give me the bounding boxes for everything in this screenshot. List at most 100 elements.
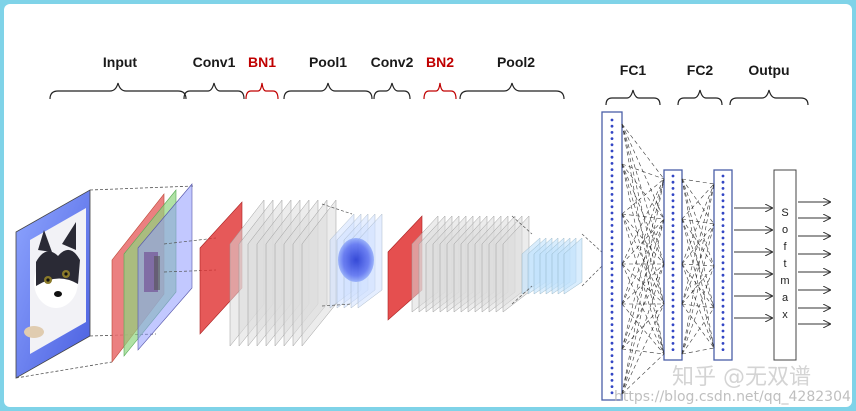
- softmax-letter: o: [782, 224, 788, 236]
- neuron-dot: [721, 304, 725, 308]
- label-pool2: Pool2: [497, 54, 535, 70]
- neuron-dot: [721, 193, 725, 197]
- softmax-letter: t: [783, 258, 786, 270]
- neuron-dot: [610, 354, 614, 357]
- fc-connection: [621, 178, 665, 350]
- fc-connection: [681, 265, 715, 355]
- neuron-dot: [721, 230, 725, 234]
- softmax-letter: m: [780, 275, 789, 287]
- neuron-dot: [721, 298, 725, 302]
- neuron-dot: [610, 124, 614, 128]
- neuron-dot: [721, 342, 725, 345]
- neuron-dot: [610, 230, 614, 234]
- label-conv2: Conv2: [371, 54, 414, 70]
- fc-connection: [681, 223, 715, 305]
- neuron-dot: [721, 211, 725, 215]
- fc-connection: [681, 303, 715, 349]
- fc-connection: [621, 123, 665, 355]
- neuron-dot: [671, 335, 675, 339]
- input-channels: [111, 183, 193, 363]
- neuron-dot: [610, 211, 614, 215]
- fc-connection: [621, 123, 665, 305]
- neuron-dot: [610, 224, 614, 227]
- neuron-dot: [610, 186, 614, 190]
- neuron-dot: [671, 193, 675, 197]
- fc-connection: [681, 347, 715, 355]
- neuron-dot: [721, 180, 725, 184]
- neuron-dot: [671, 205, 675, 209]
- conv2-feature-maps: [387, 215, 530, 321]
- neuron-dot: [610, 360, 614, 364]
- conv1-map: [301, 199, 337, 347]
- pool1-activation: [338, 238, 374, 282]
- neuron-dot: [721, 292, 725, 296]
- fc-connection: [621, 348, 665, 355]
- neuron-dot: [721, 242, 725, 246]
- fc-connection: [621, 123, 665, 180]
- neuron-dot: [671, 180, 675, 184]
- fc-connection: [621, 213, 665, 265]
- fc-connection: [621, 218, 665, 350]
- pool2-feature-maps: [521, 237, 583, 295]
- neuron-dot: [610, 118, 614, 122]
- fc-connection: [621, 163, 665, 180]
- neuron-dot: [610, 341, 614, 345]
- fc2-layer-a: [663, 169, 683, 361]
- neuron-dot: [610, 366, 614, 370]
- label-fc2: FC2: [687, 62, 714, 78]
- fc-connection: [621, 263, 665, 305]
- neuron-dot: [610, 385, 614, 388]
- neuron-dot: [610, 217, 614, 221]
- neuron-dot: [671, 273, 675, 277]
- neuron-dot: [671, 199, 675, 203]
- fc-connection: [681, 218, 715, 267]
- neuron-dot: [610, 248, 614, 252]
- watermark-url: https://blog.csdn.net/qq_42823043: [614, 389, 852, 405]
- neuron-dot: [721, 323, 725, 327]
- fc-connection: [681, 183, 715, 220]
- fc-connection: [621, 303, 665, 395]
- neuron-dot: [721, 317, 725, 320]
- neuron-dot: [610, 143, 614, 147]
- neuron-dot: [671, 236, 675, 240]
- neuron-dot: [671, 317, 675, 320]
- fc-connection: [681, 263, 715, 309]
- neuron-dot: [610, 310, 614, 314]
- neuron-dot: [671, 224, 675, 228]
- fc-connection: [621, 218, 665, 395]
- fc-connection: [621, 263, 665, 395]
- neuron-dot: [721, 348, 725, 351]
- neuron-dot: [610, 255, 614, 258]
- brace-bn2: [423, 82, 457, 100]
- fc-connection: [681, 263, 715, 267]
- neuron-dot: [610, 205, 614, 209]
- neuron-dot: [671, 249, 675, 252]
- neuron-dot: [721, 199, 725, 203]
- neuron-dot: [610, 329, 614, 333]
- neuron-dot: [671, 242, 675, 246]
- pool1-feature-maps: [329, 213, 383, 309]
- fc-connection: [621, 178, 665, 215]
- label-pool1: Pool1: [309, 54, 347, 70]
- label-conv1: Conv1: [193, 54, 236, 70]
- brace-input: [49, 82, 187, 100]
- neuron-dot: [610, 131, 614, 134]
- neuron-dot: [671, 304, 675, 308]
- fc-connection: [621, 353, 665, 395]
- neuron-dot: [671, 261, 675, 265]
- neuron-dot: [671, 211, 675, 215]
- label-output: Outpu: [748, 62, 789, 78]
- fc2-layer-b: [713, 169, 733, 361]
- fc-connection: [621, 213, 665, 220]
- neuron-dot: [610, 180, 614, 184]
- softmax-letter: f: [783, 241, 787, 253]
- neuron-dot: [671, 218, 675, 221]
- neuron-dot: [671, 255, 675, 258]
- brace-conv1: [183, 82, 245, 100]
- fc-connection: [621, 263, 665, 350]
- fc-connection: [681, 178, 715, 185]
- neuron-dot: [610, 279, 614, 283]
- brace-output: [729, 89, 809, 106]
- fc-connection: [621, 163, 665, 220]
- neuron-dot: [610, 261, 614, 264]
